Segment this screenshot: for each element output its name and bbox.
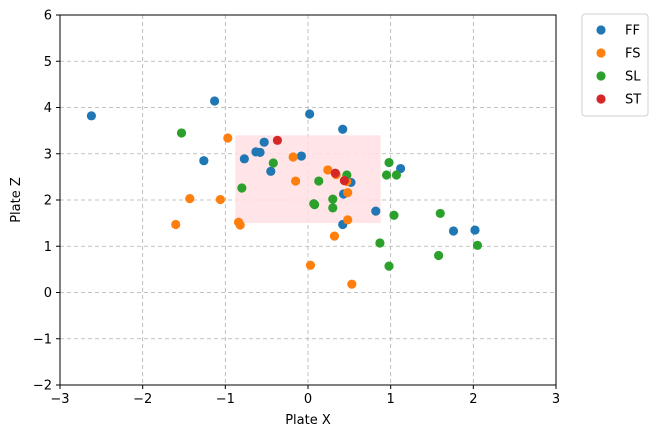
point-sl-8 [328, 203, 338, 213]
point-sl-7 [309, 199, 319, 209]
legend-marker-ff [596, 25, 606, 35]
point-ff-9 [296, 151, 306, 161]
point-sl-17 [472, 240, 483, 250]
legend-label-ff[interactable]: FF [625, 24, 640, 39]
point-sl-1 [268, 158, 278, 168]
point-sl-3 [314, 176, 324, 186]
legend-label-sl[interactable]: SL [625, 70, 641, 85]
y-tick-label-0: −2 [33, 379, 52, 394]
data-points [86, 96, 483, 289]
point-ff-8 [239, 154, 249, 164]
y-tick-label-2: 0 [44, 286, 52, 301]
y-tick-label-6: 4 [44, 101, 52, 116]
point-ff-7 [255, 147, 265, 157]
y-tick-label-5: 3 [44, 147, 52, 162]
point-fs-7 [291, 176, 301, 186]
point-st-1 [330, 168, 340, 178]
point-fs-4 [171, 219, 181, 230]
legend-marker-sl [596, 71, 606, 81]
point-ff-3 [305, 109, 315, 119]
point-ff-0 [86, 111, 97, 121]
point-fs-1 [288, 152, 298, 162]
point-fs-13 [329, 231, 340, 241]
point-ff-2 [199, 156, 209, 166]
point-sl-12 [389, 210, 399, 220]
x-tick-label-0: −3 [50, 392, 69, 407]
legend-marker-st [596, 94, 606, 104]
point-fs-12 [343, 215, 353, 225]
point-fs-3 [215, 194, 225, 205]
x-tick-label-4: 1 [387, 392, 395, 407]
y-tick-label-4: 2 [44, 194, 52, 209]
point-st-0 [272, 135, 283, 145]
legend-box [581, 13, 649, 117]
point-sl-13 [375, 238, 385, 248]
point-st-2 [339, 175, 349, 186]
x-tick-label-1: −2 [133, 392, 152, 407]
point-sl-9 [381, 170, 392, 180]
point-sl-0 [176, 128, 187, 138]
point-sl-15 [435, 208, 445, 219]
point-sl-2 [237, 183, 247, 193]
point-sl-5 [328, 194, 338, 204]
point-ff-17 [470, 225, 480, 235]
legend-marker-fs [596, 48, 606, 58]
legend-label-st[interactable]: ST [625, 93, 641, 108]
point-ff-5 [259, 137, 269, 147]
point-fs-2 [185, 194, 195, 204]
point-fs-8 [323, 165, 333, 175]
point-sl-11 [391, 170, 402, 180]
x-tick-label-2: −1 [216, 392, 235, 407]
point-ff-10 [266, 166, 276, 176]
y-tick-label-8: 6 [44, 9, 52, 24]
x-tick-label-5: 2 [469, 392, 477, 407]
point-ff-1 [209, 96, 220, 106]
x-tick-label-3: 0 [304, 392, 312, 407]
point-ff-4 [338, 124, 348, 134]
point-fs-15 [347, 279, 357, 289]
legend[interactable]: FF FS SL ST [581, 13, 649, 117]
y-tick-label-1: −1 [33, 332, 52, 347]
y-axis-label: Plate Z [9, 177, 24, 223]
point-fs-0 [223, 133, 233, 143]
point-ff-13 [371, 206, 381, 216]
y-tick-label-3: 1 [44, 240, 52, 255]
point-fs-14 [305, 260, 316, 270]
legend-label-fs[interactable]: FS [625, 47, 641, 62]
point-fs-11 [343, 188, 353, 198]
x-axis-label: Plate X [285, 413, 331, 428]
point-sl-14 [384, 261, 394, 271]
point-sl-16 [434, 250, 444, 261]
x-tick-label-6: 3 [552, 392, 560, 407]
point-ff-16 [448, 226, 459, 236]
point-fs-6 [235, 220, 245, 230]
y-tick-label-7: 5 [44, 55, 52, 70]
point-sl-10 [384, 157, 394, 168]
